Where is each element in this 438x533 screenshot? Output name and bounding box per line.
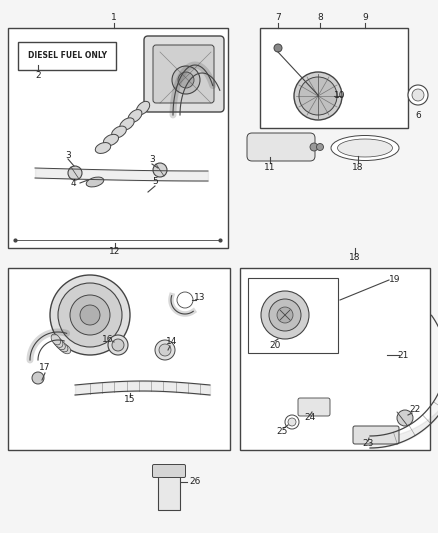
- Circle shape: [310, 143, 318, 151]
- Text: 18: 18: [352, 164, 364, 173]
- Text: 16: 16: [102, 335, 114, 344]
- FancyBboxPatch shape: [298, 398, 330, 416]
- Circle shape: [112, 339, 124, 351]
- Ellipse shape: [95, 142, 111, 154]
- Bar: [248, 278, 338, 353]
- Text: 26: 26: [189, 478, 201, 487]
- Circle shape: [178, 72, 194, 88]
- Text: 2: 2: [35, 70, 41, 79]
- Text: 15: 15: [124, 395, 136, 405]
- Circle shape: [288, 418, 296, 426]
- Ellipse shape: [331, 135, 399, 160]
- Text: 24: 24: [304, 414, 316, 423]
- Text: 1: 1: [111, 13, 117, 22]
- Bar: [260, 28, 408, 128]
- Text: 14: 14: [166, 337, 178, 346]
- Text: 3: 3: [149, 156, 155, 165]
- Text: 6: 6: [415, 110, 421, 119]
- FancyBboxPatch shape: [247, 133, 315, 161]
- Text: 17: 17: [39, 364, 51, 373]
- Circle shape: [261, 291, 309, 339]
- Circle shape: [269, 299, 301, 331]
- Bar: [8, 28, 228, 248]
- Ellipse shape: [60, 344, 71, 354]
- Text: 25: 25: [276, 427, 288, 437]
- Text: 19: 19: [389, 276, 401, 285]
- Circle shape: [153, 163, 167, 177]
- Bar: [8, 268, 230, 450]
- Circle shape: [172, 66, 200, 94]
- Text: 22: 22: [410, 406, 420, 415]
- Text: 10: 10: [334, 92, 346, 101]
- Ellipse shape: [112, 126, 127, 138]
- Circle shape: [299, 77, 337, 115]
- Text: 23: 23: [362, 440, 374, 448]
- Circle shape: [277, 307, 293, 323]
- Circle shape: [408, 85, 428, 105]
- Ellipse shape: [86, 177, 104, 187]
- Circle shape: [50, 275, 130, 355]
- Bar: [240, 268, 430, 450]
- Circle shape: [58, 283, 122, 347]
- Ellipse shape: [128, 110, 142, 123]
- FancyBboxPatch shape: [144, 36, 224, 112]
- Ellipse shape: [103, 134, 119, 146]
- Circle shape: [108, 335, 128, 355]
- Circle shape: [32, 372, 44, 384]
- Ellipse shape: [57, 342, 68, 352]
- Circle shape: [317, 143, 324, 150]
- Bar: [18, 42, 116, 70]
- Bar: [158, 472, 180, 510]
- Text: 18: 18: [349, 254, 361, 262]
- Text: 13: 13: [194, 294, 206, 303]
- Circle shape: [285, 415, 299, 429]
- Circle shape: [294, 72, 342, 120]
- Text: 20: 20: [269, 341, 281, 350]
- Text: DIESEL FUEL ONLY: DIESEL FUEL ONLY: [28, 52, 106, 61]
- Ellipse shape: [120, 118, 134, 130]
- Ellipse shape: [55, 340, 65, 350]
- Circle shape: [177, 292, 193, 308]
- Ellipse shape: [136, 101, 150, 115]
- Circle shape: [68, 166, 82, 180]
- Circle shape: [397, 410, 413, 426]
- Circle shape: [274, 44, 282, 52]
- FancyBboxPatch shape: [152, 464, 186, 478]
- Ellipse shape: [51, 334, 60, 345]
- Text: 12: 12: [110, 247, 121, 256]
- Text: 11: 11: [264, 164, 276, 173]
- Ellipse shape: [53, 337, 63, 348]
- Text: 3: 3: [65, 150, 71, 159]
- FancyBboxPatch shape: [353, 426, 399, 444]
- Text: 9: 9: [362, 13, 368, 22]
- Text: 7: 7: [275, 13, 281, 22]
- Circle shape: [155, 340, 175, 360]
- Circle shape: [412, 89, 424, 101]
- Text: 21: 21: [397, 351, 409, 359]
- Text: 5: 5: [152, 177, 158, 187]
- Text: 4: 4: [70, 180, 76, 189]
- FancyBboxPatch shape: [153, 45, 214, 103]
- Circle shape: [80, 305, 100, 325]
- Text: 8: 8: [317, 13, 323, 22]
- Circle shape: [70, 295, 110, 335]
- Circle shape: [159, 344, 171, 356]
- Ellipse shape: [338, 139, 392, 157]
